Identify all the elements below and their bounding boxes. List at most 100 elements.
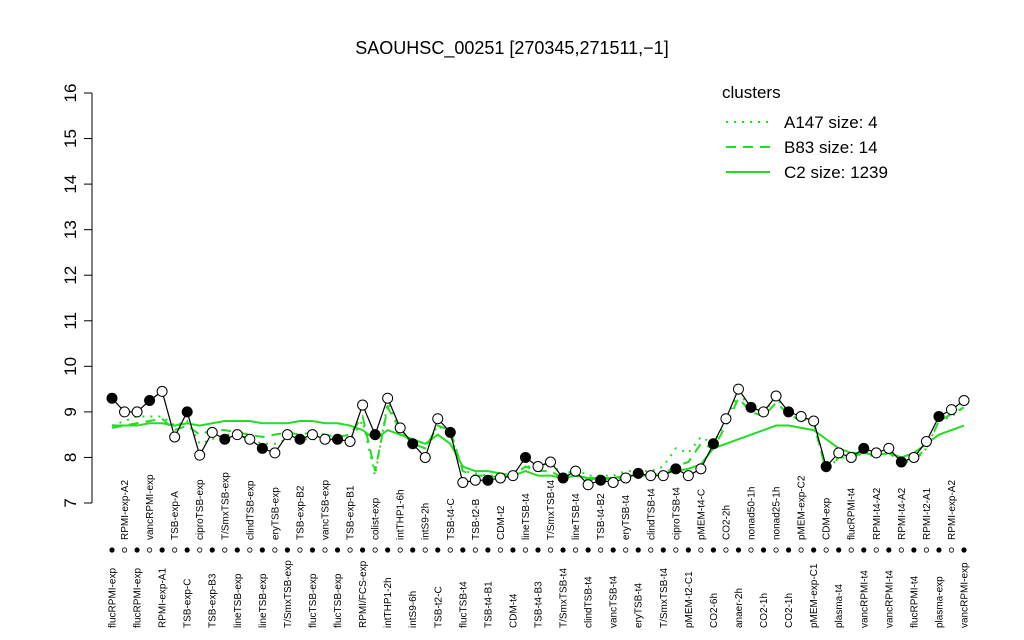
data-point: [244, 433, 256, 445]
data-point: [507, 470, 519, 482]
category-dot: [472, 547, 478, 553]
category-label: CO2-2h: [721, 505, 732, 540]
category-dot: [197, 547, 203, 553]
category-label: intTHP1-6h: [396, 489, 407, 540]
data-point: [281, 429, 293, 441]
category-label: intTHP1-2h: [383, 577, 394, 628]
category-dot: [635, 547, 641, 553]
category-label: TSB-t4-C: [446, 498, 457, 540]
category-label: nonad50-1h: [747, 487, 758, 540]
data-point: [144, 395, 156, 406]
category-label: T/SmxTSB-t4: [546, 480, 557, 540]
category-dot: [510, 547, 516, 553]
y-tick-label: 11: [61, 312, 80, 330]
data-point: [707, 438, 719, 450]
data-point: [657, 470, 669, 482]
category-label: T/SmxTSB-t4: [559, 568, 570, 628]
data-point: [745, 401, 757, 413]
data-point: [595, 474, 607, 486]
data-point: [720, 413, 732, 425]
category-dot: [322, 547, 328, 553]
category-label: T/SmxTSB-exp: [283, 560, 294, 628]
data-point: [231, 429, 243, 441]
category-dot: [623, 547, 629, 553]
category-label: ciproTSB-t4: [671, 487, 682, 540]
category-label: flucRPMI-t4: [847, 487, 858, 540]
category-dot: [422, 547, 428, 553]
data-point: [532, 461, 544, 473]
data-point: [908, 451, 920, 463]
category-label: RPMI-t4-A2: [897, 487, 908, 540]
category-dot: [660, 547, 666, 553]
category-dot: [673, 547, 679, 553]
data-point: [820, 461, 832, 473]
category-label: vancRPMI-exp: [960, 562, 971, 628]
category-dot: [572, 547, 579, 553]
category-label: CDM-t4: [508, 593, 519, 628]
data-point: [369, 429, 381, 441]
category-dot: [209, 547, 215, 553]
category-label: plasma-t4: [834, 584, 845, 628]
data-point: [632, 467, 644, 479]
category-dot: [359, 547, 366, 553]
category-dot: [836, 547, 842, 553]
data-point: [545, 456, 557, 468]
data-point: [419, 451, 431, 463]
category-label: flucTSB-exp: [333, 573, 344, 628]
category-label: plasma-exp: [934, 576, 945, 628]
data-point: [169, 431, 181, 443]
category-dot: [372, 547, 378, 553]
data-point: [519, 451, 531, 463]
category-label: pMEM-t4-C: [696, 489, 707, 540]
category-label: T/SmxTSB-exp: [220, 472, 231, 540]
category-label: CDM-exp: [822, 497, 833, 540]
y-tick-label: 12: [61, 266, 80, 285]
data-point: [269, 447, 281, 459]
category-label: lineTSB-t4: [521, 493, 532, 540]
legend-title: clusters: [722, 83, 781, 102]
category-label: CDM-t2: [496, 505, 507, 540]
y-tick-label: 15: [61, 129, 80, 148]
category-dot: [159, 547, 165, 553]
category-label: lineTSB-t4: [571, 493, 582, 540]
data-point: [845, 451, 857, 463]
category-label: TSB-exp-B1: [346, 485, 357, 540]
category-dot: [760, 547, 767, 553]
category-dot: [886, 547, 892, 553]
data-point: [482, 474, 494, 486]
cluster-line: [112, 420, 965, 479]
category-label: clindTSB-t4: [584, 576, 595, 628]
category-label: eryTSB-exp: [270, 487, 281, 540]
category-label: RPMI-t2-A1: [922, 487, 933, 540]
category-label: flucTSB-t4: [458, 581, 469, 628]
category-dot: [109, 547, 115, 553]
data-point: [920, 436, 932, 447]
category-label: eryTSB-t4: [621, 495, 632, 540]
category-label: intS9-6h: [408, 591, 419, 628]
data-point: [682, 470, 694, 482]
category-dot: [948, 547, 955, 553]
y-tick-label: 13: [61, 220, 80, 239]
category-label: TSB-t4-B2: [596, 493, 607, 540]
data-point: [294, 433, 306, 445]
category-label: vancRPMI-exp: [145, 474, 156, 540]
category-dot: [284, 547, 291, 553]
category-label: TSB-exp-A: [170, 491, 181, 540]
category-dot: [961, 547, 967, 553]
data-point: [219, 433, 231, 445]
data-point: [407, 438, 419, 450]
data-point: [783, 406, 795, 418]
data-point: [945, 404, 957, 416]
category-label: RPMI-exp-A2: [120, 480, 131, 540]
y-tick-label: 14: [61, 175, 80, 194]
data-point: [494, 472, 506, 484]
data-point: [620, 472, 632, 484]
category-dot: [184, 547, 190, 553]
category-dot: [397, 547, 403, 553]
category-label: vancTSB-exp: [321, 480, 332, 540]
category-label: flucRPMI-exp: [133, 568, 144, 628]
category-label: anaer-2h: [734, 588, 745, 628]
category-label: CO2-1h: [759, 593, 770, 628]
y-tick-label: 9: [61, 407, 80, 416]
category-label: vancTSB-t4: [609, 575, 620, 628]
